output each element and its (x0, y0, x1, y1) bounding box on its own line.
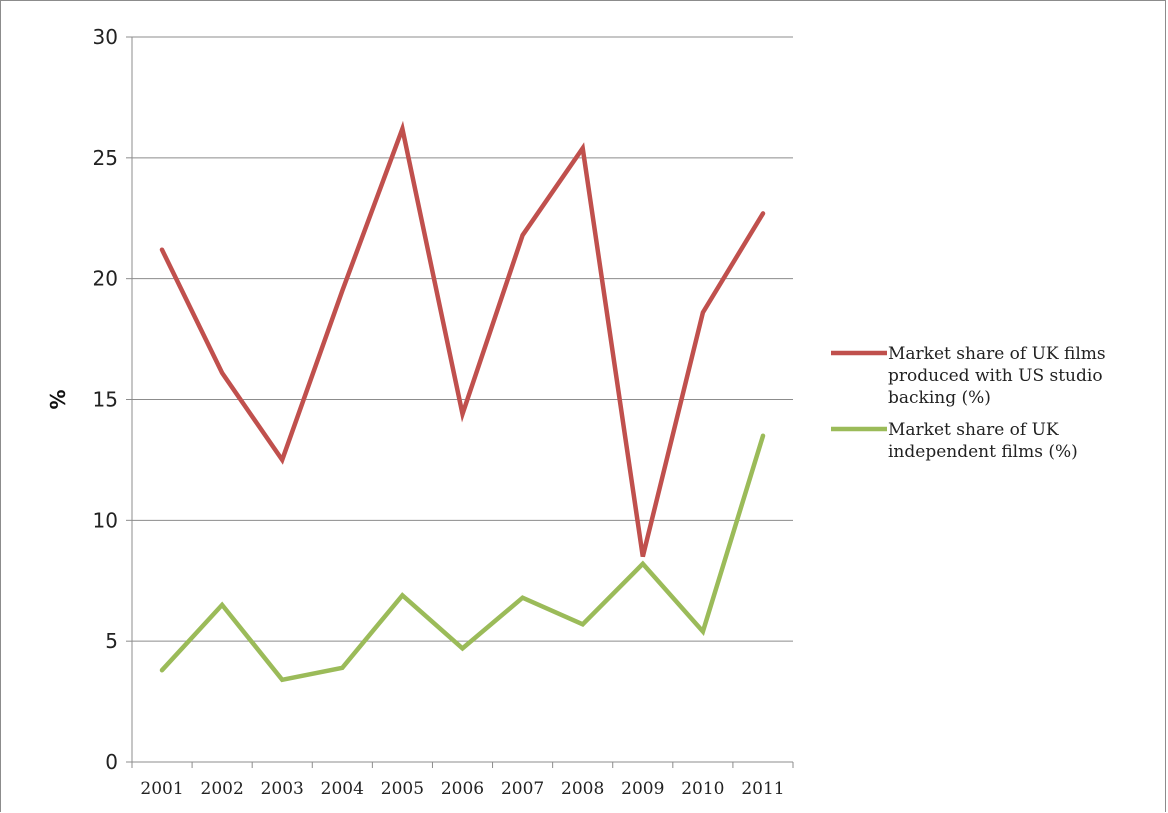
legend-label-line: backing (%) (888, 388, 991, 408)
x-tick-label: 2010 (681, 779, 724, 799)
x-tick-label: 2005 (381, 779, 424, 799)
x-tick-label: 2004 (321, 779, 364, 799)
y-tick-label: 20 (93, 267, 118, 291)
y-tick-label: 25 (93, 146, 118, 170)
legend-label-line: independent films (%) (888, 442, 1078, 462)
gridlines (132, 36, 793, 642)
x-tick-label: 2003 (261, 779, 304, 799)
series-line-1 (159, 120, 766, 558)
legend-label-line: Market share of UK (888, 420, 1059, 440)
y-tick-label: 15 (93, 388, 118, 412)
y-tick-labels: 0 5 10 15 20 25 30 (93, 25, 118, 774)
x-tick-label: 2001 (140, 779, 183, 799)
x-tick-labels: 2001 2002 2003 2004 2005 2006 2007 2008 2009 2010… (140, 779, 784, 799)
series-lines (159, 120, 766, 683)
x-tick-label: 2007 (501, 779, 544, 799)
x-tick-label: 2002 (201, 779, 244, 799)
legend-label-line: produced with US studio (888, 366, 1103, 386)
y-tick-label: 5 (105, 629, 118, 653)
legend-label-line: Market share of UK films (888, 344, 1106, 364)
y-tick-label: 30 (93, 25, 118, 49)
y-axis-label: % (46, 389, 70, 409)
x-tick-label: 2011 (741, 779, 784, 799)
x-tick-label: 2009 (621, 779, 664, 799)
x-tick-label: 2006 (441, 779, 484, 799)
series-line-2 (159, 433, 766, 683)
x-tick-label: 2008 (561, 779, 604, 799)
axes (126, 36, 794, 768)
y-tick-label: 10 (93, 508, 118, 532)
y-tick-label: 0 (105, 750, 118, 774)
